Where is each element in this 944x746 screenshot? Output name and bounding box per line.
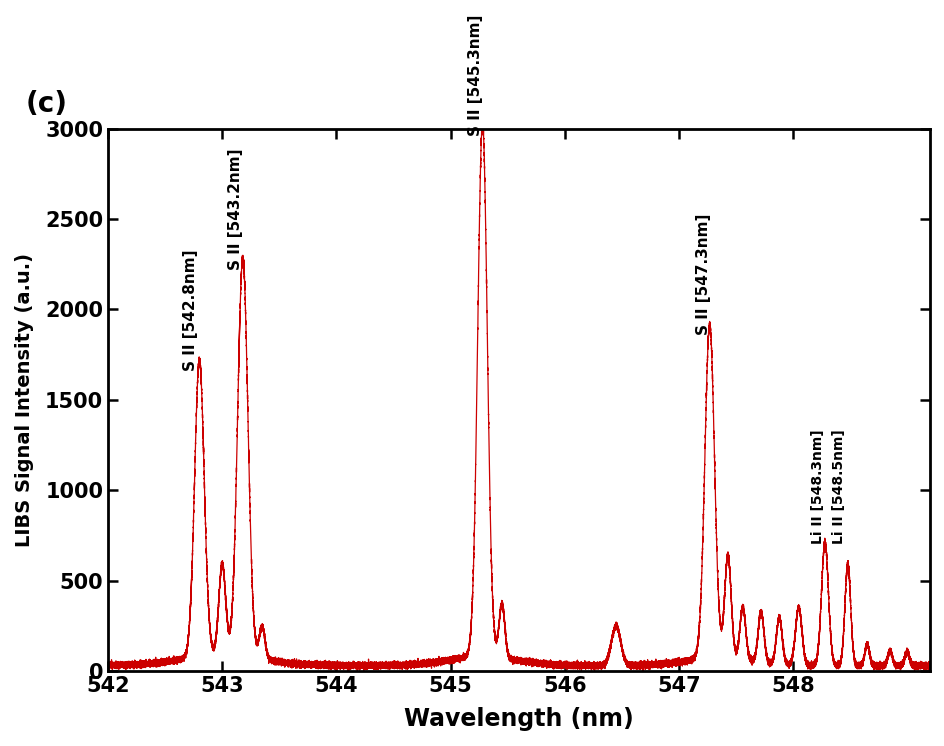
Text: S II [547.3nm]: S II [547.3nm] — [696, 213, 711, 335]
Text: S II [542.8nm]: S II [542.8nm] — [182, 249, 197, 371]
Text: S II [545.3nm]: S II [545.3nm] — [467, 15, 482, 136]
X-axis label: Wavelength (nm): Wavelength (nm) — [404, 707, 633, 731]
Y-axis label: LIBS Signal Intensity (a.u.): LIBS Signal Intensity (a.u.) — [15, 253, 34, 547]
Text: S II [543.2nm]: S II [543.2nm] — [228, 148, 244, 270]
Text: Li II [548.5nm]: Li II [548.5nm] — [831, 430, 845, 545]
Text: Li II [548.3nm]: Li II [548.3nm] — [810, 430, 824, 545]
Text: (c): (c) — [25, 90, 68, 118]
